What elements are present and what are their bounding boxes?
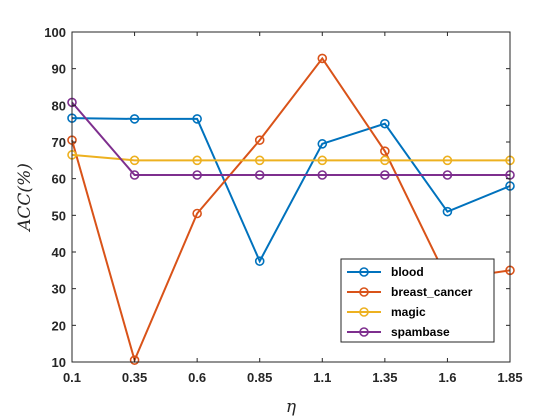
- y-tick-label: 60: [52, 172, 66, 187]
- x-tick-label: 0.35: [122, 370, 147, 385]
- legend-entry: spambase: [347, 325, 450, 339]
- data-point: [254, 155, 265, 166]
- data-point: [129, 114, 140, 124]
- data-point: [317, 155, 328, 166]
- x-tick-label: 1.85: [497, 370, 522, 385]
- data-point: [192, 208, 202, 219]
- data-point: [192, 155, 202, 166]
- data-point: [380, 118, 390, 129]
- legend-swatch-marker: [359, 327, 369, 337]
- x-tick-label: 0.1: [63, 370, 81, 385]
- x-tick-label: 1.1: [313, 370, 331, 385]
- x-tick-label: 0.85: [247, 370, 272, 385]
- data-point: [317, 139, 328, 149]
- axes-box: [71, 31, 511, 363]
- legend-label: blood: [391, 265, 424, 279]
- y-tick-label: 90: [52, 62, 66, 77]
- legend-swatch-marker: [359, 267, 369, 277]
- data-point: [129, 155, 140, 166]
- data-point: [317, 53, 328, 64]
- data-point: [254, 256, 265, 266]
- x-tick-label: 0.6: [188, 370, 206, 385]
- x-tick-label: 1.35: [372, 370, 397, 385]
- y-tick-label: 70: [52, 135, 66, 150]
- series-line: [71, 101, 510, 176]
- legend-label: magic: [391, 305, 426, 319]
- legend-label: spambase: [391, 325, 450, 339]
- y-tick-label: 10: [52, 355, 66, 370]
- data-point: [380, 155, 390, 166]
- legend-swatch-marker: [359, 307, 369, 317]
- data-point: [380, 146, 390, 156]
- y-tick-label: 40: [52, 245, 66, 260]
- tick-layer: 0.1 0.35 0.6 0.85 1.1 1.35 1.6 1.85 10 20 30 40 50 60…: [44, 25, 522, 385]
- legend-swatch-marker: [359, 287, 369, 297]
- legend-entry: blood: [347, 265, 424, 279]
- series-line: [71, 153, 510, 162]
- y-axis-label: ACC(%): [15, 163, 35, 233]
- y-tick-label: 30: [52, 282, 66, 297]
- data-point: [442, 170, 453, 180]
- y-tick-label: 50: [52, 208, 66, 223]
- series-layer: [67, 53, 515, 365]
- data-point: [254, 135, 265, 145]
- y-tick-label: 80: [52, 98, 66, 113]
- series-line: [71, 56, 511, 364]
- y-tick-label: 100: [44, 25, 66, 40]
- data-point: [254, 170, 265, 180]
- data-point: [380, 170, 390, 180]
- legend-entry: breast_cancer: [347, 285, 473, 299]
- data-point: [129, 355, 140, 365]
- x-tick-label: 1.6: [438, 370, 456, 385]
- legend-entry: magic: [347, 305, 426, 319]
- x-axis-label: η: [286, 397, 297, 417]
- data-point: [442, 206, 453, 217]
- data-point: [192, 114, 202, 124]
- data-point: [317, 170, 328, 180]
- y-tick-label: 20: [52, 318, 66, 333]
- legend-label: breast_cancer: [391, 285, 473, 299]
- series-line: [71, 117, 511, 264]
- data-point: [192, 170, 202, 180]
- data-point: [129, 170, 140, 180]
- data-point: [442, 155, 453, 166]
